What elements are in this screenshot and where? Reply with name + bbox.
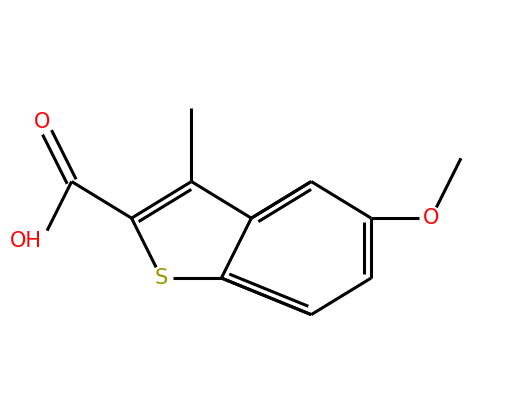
Text: O: O: [34, 112, 50, 132]
Text: OH: OH: [10, 231, 42, 251]
Text: S: S: [155, 268, 168, 288]
Text: O: O: [423, 208, 439, 228]
